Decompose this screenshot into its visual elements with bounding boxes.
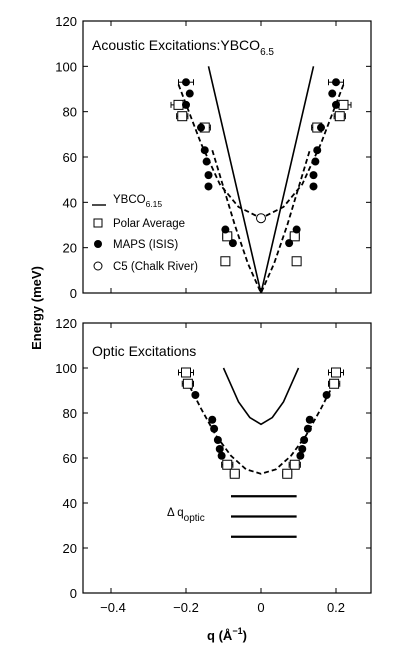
polar-average-point — [173, 99, 184, 110]
c5-point — [256, 213, 266, 224]
maps-point — [200, 146, 209, 155]
acoustic-ytick-label: 40 — [63, 195, 77, 210]
maps-point — [208, 415, 217, 424]
optic-ytick-label: 60 — [63, 451, 77, 466]
optic-xtick-label: −0.4 — [100, 600, 126, 615]
optic-panel-ticks: 0 20 40 60 80 100 120 −0.4 −0.2 0 0.2 — [55, 316, 371, 615]
optic-xtick-label: −0.2 — [173, 600, 199, 615]
maps-point — [322, 391, 331, 399]
optic-ytick-label: 40 — [63, 496, 77, 511]
legend-square-swatch — [93, 218, 103, 228]
maps-point — [182, 100, 190, 109]
polar-average-point — [222, 459, 233, 470]
polar-average-point — [182, 378, 193, 389]
polar-average-point — [181, 367, 191, 378]
optic-panel-marks — [178, 367, 344, 538]
maps-point — [305, 415, 314, 424]
optic-panel-title: Optic Excitations — [92, 343, 196, 359]
optic-ytick-label: 100 — [55, 361, 77, 376]
polar-average-point — [334, 111, 345, 122]
legend: YBCO6.15 Polar Average MAPS (ISIS) C5 (C… — [92, 194, 198, 273]
acoustic-ytick-label: 20 — [63, 241, 77, 256]
maps-point — [292, 225, 301, 234]
polar-average-point — [329, 378, 340, 389]
maps-point — [285, 239, 294, 248]
optic-panel-frame — [82, 322, 372, 594]
maps-point — [309, 182, 318, 191]
acoustic-ytick-label: 0 — [70, 286, 77, 301]
acoustic-ytick-label: 80 — [63, 105, 77, 120]
maps-point — [332, 78, 340, 87]
polar-average-point — [289, 459, 300, 470]
maps-point — [185, 89, 194, 98]
acoustic-solid-line — [207, 66, 315, 294]
legend-ybco-label: YBCO6.15 — [113, 194, 162, 209]
legend-open-circle-swatch — [93, 261, 103, 271]
maps-point — [221, 225, 230, 234]
maps-point — [213, 436, 222, 444]
maps-point — [311, 157, 320, 166]
maps-point — [197, 123, 205, 132]
acoustic-panel-frame — [82, 20, 372, 294]
maps-point — [228, 239, 237, 248]
maps-point — [191, 391, 200, 399]
optic-dashed-line — [185, 378, 337, 475]
optic-ytick-label: 0 — [70, 586, 77, 601]
acoustic-panel-title: Acoustic Excitations:YBCO6.5 — [92, 37, 274, 58]
acoustic-panel-yticks: 0 20 40 60 80 100 120 — [55, 14, 371, 301]
maps-point — [210, 424, 219, 433]
delta-q-annotation: Δ qoptic — [167, 507, 205, 524]
legend-maps-label: MAPS (ISIS) — [113, 239, 178, 251]
legend-c5-label: C5 (Chalk River) — [113, 261, 198, 273]
optic-solid-line — [222, 367, 300, 426]
maps-point — [182, 78, 190, 87]
maps-point — [303, 424, 312, 433]
x-axis-label: q (Å−1) — [207, 626, 247, 643]
maps-point — [217, 451, 226, 460]
polar-average-point — [282, 468, 293, 479]
optic-xtick-label: 0.2 — [327, 600, 345, 615]
polar-average-point — [331, 367, 341, 378]
polar-average-point — [338, 99, 349, 110]
polar-average-point — [177, 111, 188, 122]
maps-point — [332, 100, 340, 109]
acoustic-ytick-label: 60 — [63, 150, 77, 165]
polar-average-point — [229, 468, 240, 479]
acoustic-panel-marks — [170, 66, 352, 296]
maps-point — [298, 445, 307, 453]
acoustic-ytick-label: 120 — [55, 14, 77, 29]
maps-point — [204, 182, 213, 191]
optic-xtick-label: 0 — [257, 600, 264, 615]
legend-filled-circle-swatch — [94, 240, 102, 248]
maps-point — [313, 146, 322, 155]
optic-ytick-label: 80 — [63, 406, 77, 421]
polar-average-point — [220, 256, 231, 267]
acoustic-dashed-line — [211, 149, 311, 296]
optic-ytick-label: 120 — [55, 316, 77, 331]
maps-point — [317, 123, 325, 132]
optic-ytick-label: 20 — [63, 541, 77, 556]
maps-point — [309, 171, 318, 180]
maps-point — [204, 171, 213, 180]
y-axis-label: Energy (meV) — [29, 266, 44, 350]
acoustic-ytick-label: 100 — [55, 59, 77, 74]
maps-point — [215, 445, 224, 453]
maps-point — [328, 89, 337, 98]
maps-point — [296, 451, 305, 460]
maps-point — [300, 436, 309, 444]
polar-average-point — [291, 256, 302, 267]
legend-polar-label: Polar Average — [113, 218, 185, 230]
maps-point — [202, 157, 211, 166]
